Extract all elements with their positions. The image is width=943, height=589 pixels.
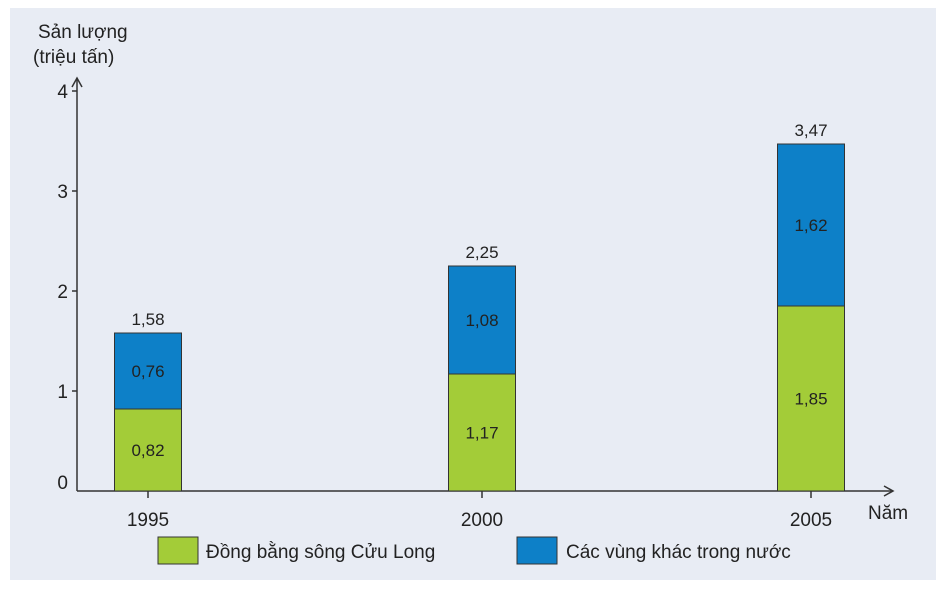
y-tick-label: 3 <box>57 182 68 203</box>
bar-value-label: 0,82 <box>131 441 164 460</box>
legend-label-dbscl: Đồng bằng sông Cửu Long <box>206 541 435 563</box>
bar-value-label: 1,08 <box>465 311 498 330</box>
bar-segment-dbscl <box>448 373 516 492</box>
bar-segment-other <box>448 265 516 375</box>
x-tick-label: 2005 <box>790 510 832 531</box>
bar-segment-other <box>777 143 845 307</box>
y-tick-label: 1 <box>57 382 68 403</box>
x-tick-label: 1995 <box>127 510 169 531</box>
bar-value-label: 1,85 <box>794 390 827 409</box>
x-ticks: 1995 2000 2005 <box>127 491 832 531</box>
bar-value-label: 1,62 <box>794 216 827 235</box>
y-axis-title-line2: (triệu tấn) <box>33 47 114 68</box>
y-tick-label: 0 <box>57 473 68 494</box>
y-axis-arrow <box>71 76 83 88</box>
legend-label-other: Các vùng khác trong nước <box>566 542 791 563</box>
legend-swatch-dbscl <box>157 536 199 565</box>
y-tick-label: 4 <box>57 82 68 103</box>
x-axis-arrow <box>883 485 895 497</box>
bar-total-label: 2,25 <box>465 243 498 262</box>
bars: 0,82 0,76 1,58 1,17 1,08 2,25 1,85 1,62 3,47 <box>114 121 845 492</box>
legend-swatch-other <box>516 536 558 565</box>
legend: Đồng bằng sông Cửu Long Các vùng khác tr… <box>157 536 791 565</box>
y-axis-title-line1: Sản lượng <box>38 22 128 43</box>
bar-segment-dbscl <box>777 305 845 492</box>
y-tick-label: 2 <box>57 282 68 303</box>
bar-value-label: 1,17 <box>465 424 498 443</box>
bar-segment-other <box>114 332 182 410</box>
x-axis-title: Năm <box>868 503 908 524</box>
x-tick-label: 2000 <box>461 510 503 531</box>
y-ticks: 0 1 2 3 4 <box>57 82 77 494</box>
bar-segment-dbscl <box>114 408 182 492</box>
bar-value-label: 0,76 <box>131 362 164 381</box>
bar-total-label: 1,58 <box>131 310 164 329</box>
bar-total-label: 3,47 <box>794 121 827 140</box>
